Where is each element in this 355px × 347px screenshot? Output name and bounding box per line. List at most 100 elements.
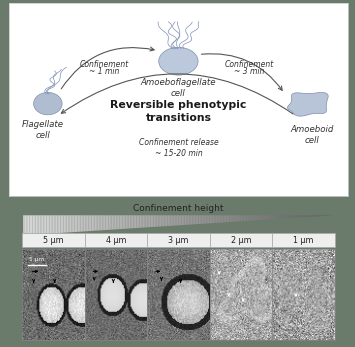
Polygon shape [307,215,309,217]
Polygon shape [287,215,289,218]
Polygon shape [196,215,197,224]
Polygon shape [239,215,240,221]
Polygon shape [47,215,48,234]
Polygon shape [93,215,94,231]
Polygon shape [124,215,126,229]
Polygon shape [163,215,164,226]
Polygon shape [219,215,220,223]
Polygon shape [158,215,160,227]
Text: Confinement: Confinement [225,60,274,69]
Polygon shape [85,215,87,231]
Polygon shape [188,215,189,225]
Polygon shape [157,215,158,227]
Polygon shape [237,215,239,221]
Polygon shape [299,215,301,218]
Polygon shape [317,215,318,217]
Polygon shape [67,215,68,232]
Polygon shape [129,215,130,229]
Polygon shape [105,215,107,230]
Polygon shape [279,215,281,219]
Text: 2 μm: 2 μm [230,236,251,245]
Polygon shape [112,215,113,230]
Polygon shape [92,215,93,231]
Text: Flagellate
cell: Flagellate cell [22,120,64,140]
Polygon shape [185,215,186,225]
Polygon shape [321,215,323,216]
Polygon shape [202,215,203,224]
Polygon shape [327,215,329,216]
Polygon shape [217,215,219,223]
Polygon shape [226,215,228,222]
Polygon shape [302,215,304,217]
Polygon shape [64,215,65,233]
Polygon shape [273,215,275,219]
Polygon shape [267,215,268,220]
Polygon shape [122,215,124,229]
Polygon shape [45,215,47,234]
Polygon shape [203,215,205,224]
Polygon shape [81,215,82,231]
Polygon shape [223,215,225,222]
Ellipse shape [159,48,198,75]
Polygon shape [268,215,270,220]
Text: 5 µm: 5 µm [29,257,45,262]
Polygon shape [177,215,178,226]
Bar [147,249,209,339]
Polygon shape [110,215,112,230]
Polygon shape [115,215,116,229]
Polygon shape [191,215,192,225]
Polygon shape [174,215,175,226]
Polygon shape [70,215,71,232]
Polygon shape [236,215,237,222]
Polygon shape [169,215,171,226]
Polygon shape [104,215,105,230]
Polygon shape [310,215,312,217]
Polygon shape [164,215,166,226]
Polygon shape [33,215,34,235]
Polygon shape [289,215,290,218]
Polygon shape [76,215,77,232]
Polygon shape [253,215,255,220]
Polygon shape [242,215,244,221]
Polygon shape [309,215,310,217]
Polygon shape [181,215,183,225]
Polygon shape [59,215,60,233]
Polygon shape [255,215,256,220]
Polygon shape [259,215,261,220]
Polygon shape [275,215,276,219]
Polygon shape [178,215,180,225]
Polygon shape [198,215,200,224]
Polygon shape [154,215,155,227]
Polygon shape [101,215,102,230]
Polygon shape [133,215,135,228]
Text: 5 μm: 5 μm [43,236,64,245]
Polygon shape [37,215,39,235]
Polygon shape [119,215,121,229]
Polygon shape [295,215,296,218]
Polygon shape [197,215,198,224]
Polygon shape [56,215,58,233]
Polygon shape [285,215,287,218]
Polygon shape [71,215,73,232]
Polygon shape [231,215,233,222]
Polygon shape [315,215,317,217]
Polygon shape [87,215,88,231]
Text: Confinement: Confinement [79,60,129,69]
Polygon shape [127,215,129,229]
Bar [209,249,272,339]
Text: Amoeboid
cell: Amoeboid cell [291,125,334,145]
Polygon shape [126,215,127,229]
Polygon shape [313,215,315,217]
Polygon shape [36,215,37,235]
Polygon shape [205,215,206,223]
Polygon shape [213,215,214,223]
Polygon shape [40,215,42,234]
Polygon shape [208,215,209,223]
Polygon shape [79,215,81,232]
Polygon shape [149,215,151,227]
Text: ~ 3 min: ~ 3 min [234,67,265,76]
Polygon shape [48,215,50,234]
Text: Confinement release
~ 15-20 min: Confinement release ~ 15-20 min [138,137,218,158]
Text: Confinement height: Confinement height [133,204,223,213]
Polygon shape [278,215,279,219]
